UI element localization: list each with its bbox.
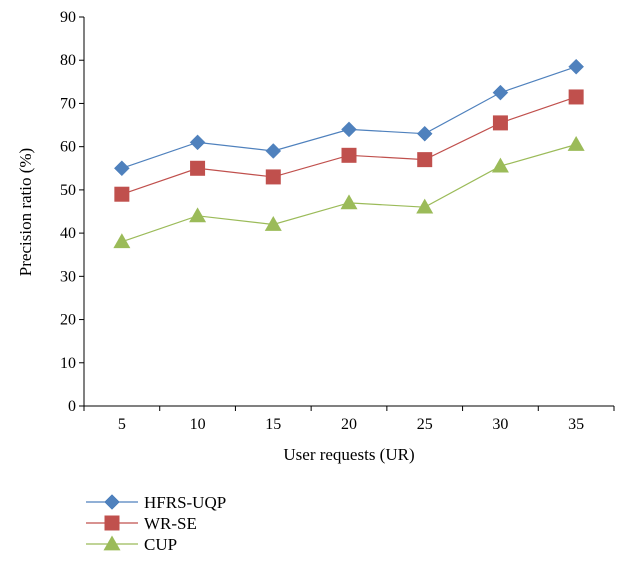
- y-tick-label: 10: [60, 355, 76, 372]
- legend-item: HFRS-UQP: [86, 493, 226, 512]
- legend-item: CUP: [86, 535, 177, 554]
- chart-axes: [83, 17, 614, 407]
- y-tick-label: 20: [60, 312, 76, 329]
- data-point: [114, 160, 130, 177]
- data-point: [568, 58, 584, 75]
- legend-marker: [104, 494, 120, 510]
- data-point: [416, 125, 433, 142]
- data-point: [190, 160, 206, 176]
- data-point: [340, 194, 358, 210]
- series-line: [121, 96, 577, 195]
- y-tick-label: 70: [60, 95, 76, 112]
- legend-marker: [104, 515, 120, 531]
- x-tick-label: 5: [118, 416, 126, 433]
- x-tick-label: 25: [417, 416, 433, 433]
- y-axis-ticks: 0 10 20 30 40 50 60 70 80 90: [60, 9, 84, 415]
- y-axis-title: Precision ratio (%): [16, 148, 35, 276]
- y-tick-label: 80: [60, 52, 76, 69]
- data-point: [189, 134, 206, 151]
- legend-item: WR-SE: [86, 514, 197, 533]
- data-point: [417, 152, 433, 168]
- data-point: [568, 89, 584, 105]
- series-cup: [113, 136, 585, 249]
- data-point: [341, 147, 357, 163]
- data-point: [492, 115, 508, 131]
- x-tick-label: 20: [341, 416, 357, 433]
- y-tick-label: 40: [60, 225, 76, 242]
- x-tick-label: 10: [190, 416, 206, 433]
- x-tick-label: 35: [568, 416, 584, 433]
- x-axis-ticks: 5 10 15 20 25 30 35: [83, 406, 615, 433]
- data-point: [114, 186, 130, 202]
- series-group: [113, 58, 585, 249]
- series-hfrs-uqp: [114, 58, 584, 177]
- series-wr-se: [114, 89, 584, 202]
- x-tick-label: 30: [492, 416, 508, 433]
- data-point: [264, 215, 282, 231]
- data-point: [492, 84, 509, 101]
- y-tick-label: 50: [60, 182, 76, 199]
- y-tick-label: 0: [68, 398, 76, 415]
- data-point: [113, 233, 131, 249]
- legend-marker: [103, 535, 121, 551]
- x-axis-title: User requests (UR): [283, 445, 414, 464]
- data-point: [416, 198, 434, 214]
- data-point: [491, 157, 509, 173]
- data-point: [265, 169, 281, 185]
- legend-label: HFRS-UQP: [144, 493, 226, 512]
- data-point: [567, 136, 585, 151]
- legend-label: CUP: [144, 535, 177, 554]
- legend-label: WR-SE: [144, 514, 197, 533]
- x-tick-label: 15: [265, 416, 281, 433]
- data-point: [341, 121, 357, 138]
- data-point: [189, 207, 207, 223]
- y-tick-label: 90: [60, 9, 76, 26]
- y-tick-label: 30: [60, 268, 76, 285]
- data-point: [265, 143, 282, 159]
- y-tick-label: 60: [60, 139, 76, 156]
- legend: HFRS-UQP WR-SE CUP: [86, 493, 226, 554]
